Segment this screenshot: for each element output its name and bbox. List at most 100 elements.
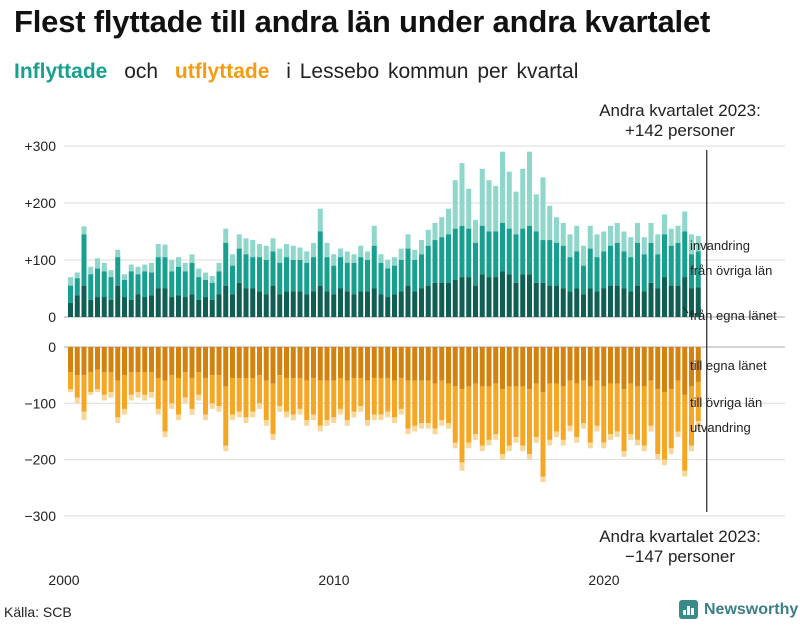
bar-in-ovriga-lan xyxy=(290,260,296,292)
bar-out-utvandring xyxy=(547,439,553,446)
bar-out-ovriga-lan xyxy=(560,386,566,440)
bar-in-ovriga-lan xyxy=(425,245,431,286)
bar-in-invandring xyxy=(601,231,607,252)
bar-out-ovriga-lan xyxy=(466,386,472,443)
bar-out-utvandring xyxy=(412,425,418,432)
bar-out-egna-lanet xyxy=(358,347,364,378)
bar-out-utvandring xyxy=(560,439,566,446)
bar-in-egna-lanet xyxy=(182,297,188,317)
bar-out-utvandring xyxy=(250,411,256,418)
bar-in-egna-lanet xyxy=(203,297,208,317)
bar-in-invandring xyxy=(358,245,364,258)
bar-out-utvandring xyxy=(486,439,492,446)
bar-in-ovriga-lan xyxy=(128,271,134,300)
bar-out-utvandring xyxy=(533,437,539,443)
bar-out-utvandring xyxy=(270,434,276,440)
bar-out-egna-lanet xyxy=(560,347,566,387)
bar-in-invandring xyxy=(560,222,566,246)
bar-out-egna-lanet xyxy=(162,347,168,381)
bar-out-utvandring xyxy=(500,453,505,460)
bar-out-utvandring xyxy=(513,437,519,443)
annotation-bottom-line: −147 personer xyxy=(625,547,735,566)
bar-in-invandring xyxy=(371,225,377,246)
bar-in-ovriga-lan xyxy=(385,268,391,298)
bar-in-invandring xyxy=(243,238,249,255)
chart-subtitle: Inflyttade och utflyttade i Lessebo komm… xyxy=(14,60,578,84)
bar-out-utvandring xyxy=(142,394,148,401)
bar-in-ovriga-lan xyxy=(500,222,505,272)
bar-in-ovriga-lan xyxy=(236,248,242,283)
bar-out-utvandring xyxy=(452,442,458,449)
series-label-in: från övriga län xyxy=(690,263,772,278)
bar-out-ovriga-lan xyxy=(290,377,296,415)
bar-out-utvandring xyxy=(392,417,397,424)
bar-in-ovriga-lan xyxy=(311,257,316,292)
bar-in-egna-lanet xyxy=(122,297,127,317)
bar-out-ovriga-lan xyxy=(189,377,195,409)
bar-out-egna-lanet xyxy=(621,347,627,390)
bar-out-egna-lanet xyxy=(344,347,350,381)
bar-in-egna-lanet xyxy=(169,297,175,317)
bar-in-egna-lanet xyxy=(196,299,202,317)
bar-out-utvandring xyxy=(567,425,573,432)
bar-in-egna-lanet xyxy=(641,291,647,317)
axes: 0 +100 +200 +300 0 −100 −200 −300 2000 2010 2020 xyxy=(24,138,708,588)
bar-out-utvandring xyxy=(398,408,404,415)
bar-out-utvandring xyxy=(68,389,73,393)
bar-in-egna-lanet xyxy=(74,295,80,317)
bar-in-ovriga-lan xyxy=(608,245,613,286)
bar-out-utvandring xyxy=(101,394,107,401)
bar-in-ovriga-lan xyxy=(297,260,303,292)
bar-out-utvandring xyxy=(655,453,661,460)
bar-out-ovriga-lan xyxy=(419,380,424,424)
bar-out-utvandring xyxy=(479,445,485,452)
bar-in-egna-lanet xyxy=(655,288,661,317)
bar-out-egna-lanet xyxy=(473,347,478,384)
bar-in-egna-lanet xyxy=(263,294,269,317)
bar-out-ovriga-lan xyxy=(142,372,148,395)
bar-out-ovriga-lan xyxy=(176,377,181,415)
bar-in-ovriga-lan xyxy=(196,277,202,300)
bar-out-ovriga-lan xyxy=(297,377,303,409)
bar-out-egna-lanet xyxy=(243,347,249,378)
bar-out-egna-lanet xyxy=(142,347,148,373)
bar-in-invandring xyxy=(88,266,94,275)
bar-out-ovriga-lan xyxy=(284,377,289,412)
bar-out-ovriga-lan xyxy=(324,380,330,421)
bar-in-ovriga-lan xyxy=(479,225,485,275)
bar-out-egna-lanet xyxy=(682,347,688,395)
bar-in-ovriga-lan xyxy=(689,254,694,289)
bar-in-invandring xyxy=(547,205,553,241)
bar-out-ovriga-lan xyxy=(203,377,208,415)
bar-in-invandring xyxy=(520,168,526,229)
bar-in-invandring xyxy=(425,229,431,246)
bar-out-egna-lanet xyxy=(668,347,674,390)
bar-out-utvandring xyxy=(324,420,330,426)
bar-in-ovriga-lan xyxy=(533,231,539,283)
bar-out-ovriga-lan xyxy=(68,372,73,390)
bar-out-egna-lanet xyxy=(533,347,539,384)
bar-in-ovriga-lan xyxy=(74,278,80,296)
bar-out-utvandring xyxy=(149,392,154,398)
bar-in-ovriga-lan xyxy=(142,271,148,298)
bar-out-egna-lanet xyxy=(493,347,499,384)
bar-out-egna-lanet xyxy=(196,347,202,373)
bar-in-ovriga-lan xyxy=(176,266,181,296)
ytick-top-label: +300 xyxy=(24,138,56,154)
bar-out-ovriga-lan xyxy=(486,386,492,440)
bar-out-ovriga-lan xyxy=(547,383,553,440)
bar-in-ovriga-lan xyxy=(527,225,532,275)
bar-out-utvandring xyxy=(689,445,694,452)
bar-out-utvandring xyxy=(74,397,80,404)
bar-out-egna-lanet xyxy=(527,347,532,390)
bar-in-egna-lanet xyxy=(547,285,553,317)
bar-in-ovriga-lan xyxy=(682,231,688,278)
bar-out-utvandring xyxy=(432,428,438,435)
ytick-bottom-label: −200 xyxy=(24,452,56,468)
bar-out-utvandring xyxy=(257,403,262,409)
bar-in-egna-lanet xyxy=(351,294,357,317)
bar-in-invandring xyxy=(257,244,262,258)
bar-out-ovriga-lan xyxy=(540,392,546,477)
bar-out-utvandring xyxy=(675,431,681,438)
bar-in-ovriga-lan xyxy=(108,277,114,300)
